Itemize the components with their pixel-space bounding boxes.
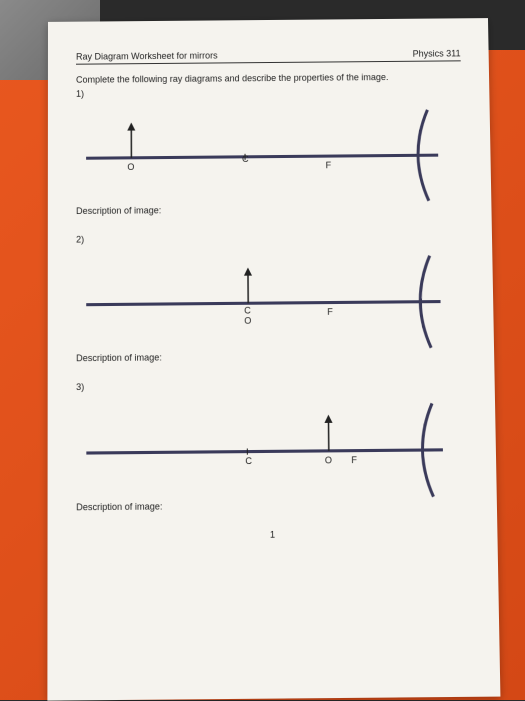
page-number: 1 [76,528,469,542]
ray-diagram: OCF [76,99,463,193]
diagram-label: F [327,307,333,317]
object-arrow-head [324,415,332,423]
diagram-label: F [326,160,332,170]
diagram-label: O [244,316,251,326]
problem-number: 3) [76,378,466,392]
problem-number: 2) [76,231,464,245]
worksheet-header: Ray Diagram Worksheet for mirrors Physic… [76,48,461,64]
diagram-label: C [245,456,252,466]
diagram-label: O [127,162,134,172]
course-label: Physics 311 [413,48,461,58]
diagram-label: C [242,154,249,164]
diagram-label: C [244,305,251,315]
object-arrow-head [127,122,135,130]
worksheet-title: Ray Diagram Worksheet for mirrors [76,50,218,61]
diagram-label: O [325,455,332,465]
ray-diagram: COF [76,393,468,490]
object-arrow-head [244,267,252,275]
principal-axis [86,155,438,158]
instructions-text: Complete the following ray diagrams and … [76,71,461,84]
worksheet-paper: Ray Diagram Worksheet for mirrors Physic… [47,18,500,701]
problem-number: 1) [76,85,461,98]
ray-diagram: CO F [76,245,465,340]
principal-axis [86,450,443,453]
problems-container: 1)OCFDescription of image:2)COFDescripti… [76,85,468,512]
principal-axis [86,302,440,305]
diagram-label: F [351,455,357,465]
